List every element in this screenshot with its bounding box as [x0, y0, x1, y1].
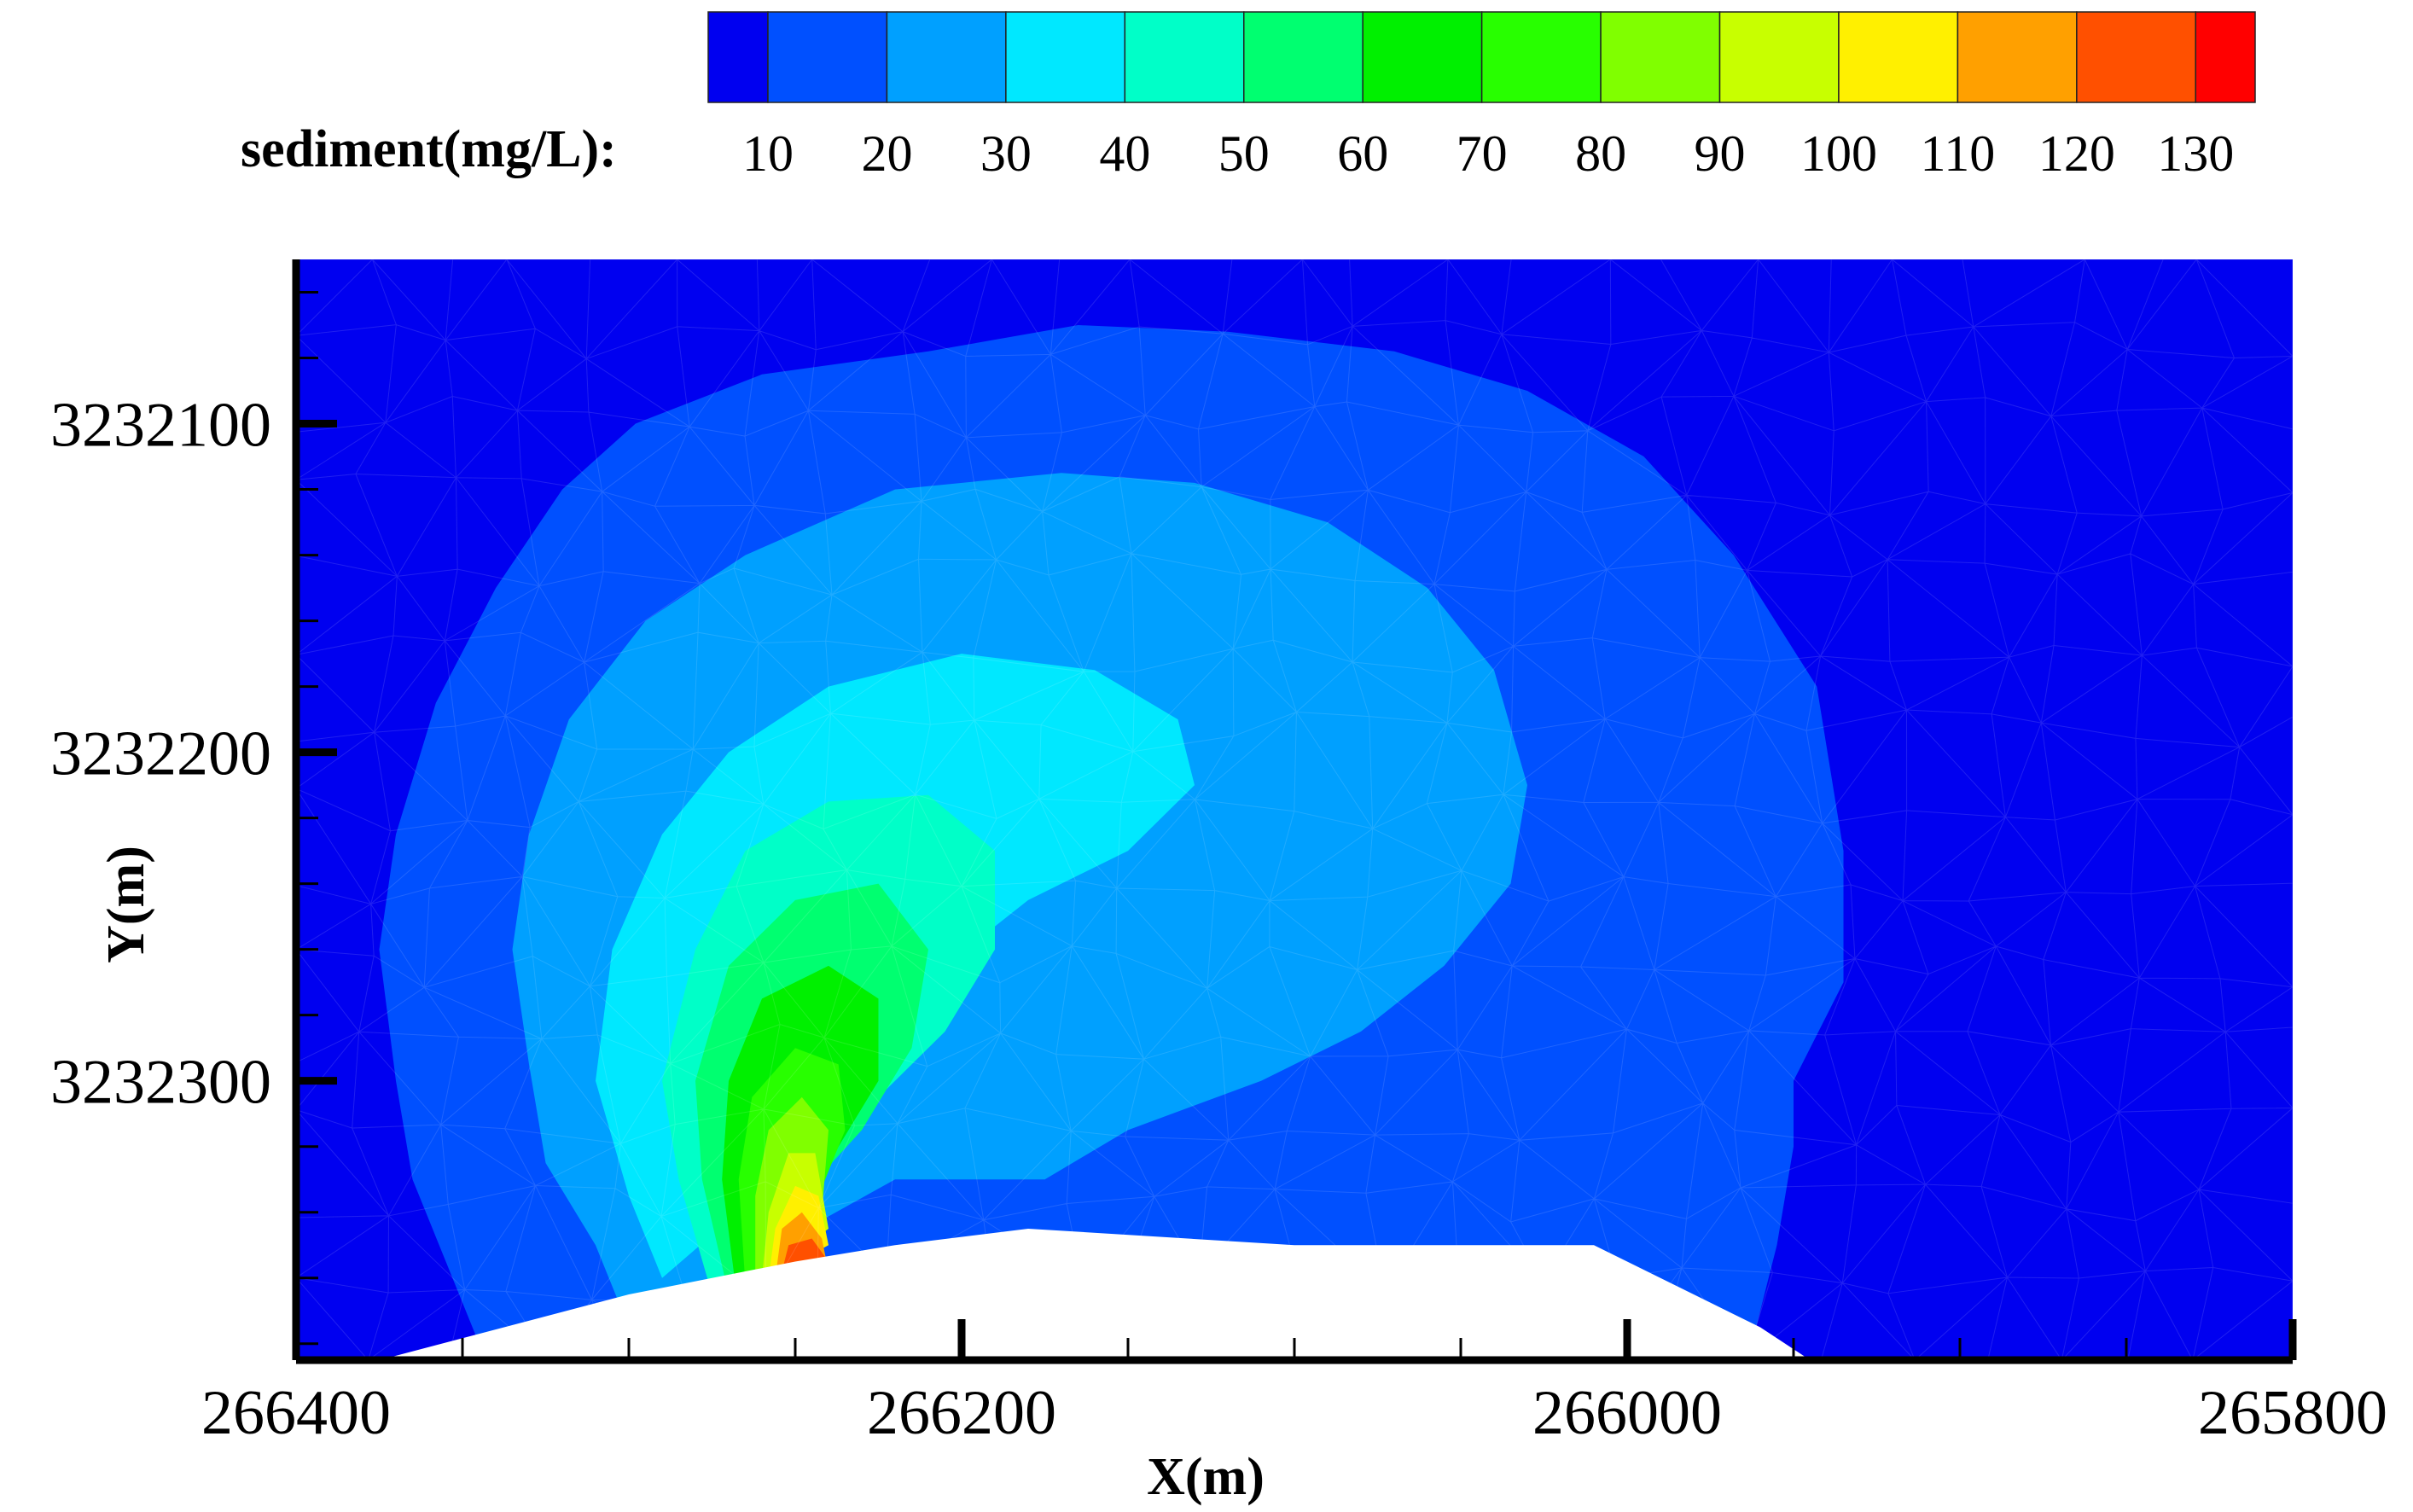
- y-tick-label: 3232300: [50, 1048, 271, 1118]
- mesh-grid: [296, 259, 2293, 1360]
- colorbar-tick-label: 60: [1337, 125, 1388, 182]
- land-mask: [379, 1229, 1811, 1360]
- colorbar-tick-label: 120: [2038, 125, 2115, 182]
- colorbar-tick-label: 80: [1575, 125, 1626, 182]
- x-tick-label: 266400: [201, 1378, 391, 1448]
- colorbar-swatch: [1005, 11, 1126, 103]
- y-tick-label: 3232200: [50, 719, 271, 789]
- colorbar-tick-label: 30: [980, 125, 1032, 182]
- colorbar-tick-label: 50: [1218, 125, 1270, 182]
- colorbar-tick-label: 10: [742, 125, 794, 182]
- tick-labels: 266400 266200 266000 265800 3232100 3232200 32…: [50, 391, 2387, 1448]
- colorbar-swatch: [1718, 11, 1840, 103]
- x-axis-label: X(m): [1147, 1448, 1265, 1506]
- x-tick-label: 266200: [867, 1378, 1056, 1448]
- colorbar-tick-label: 40: [1099, 125, 1150, 182]
- x-tick-label: 265800: [2198, 1378, 2387, 1448]
- colorbar-tick-label: 130: [2157, 125, 2234, 182]
- colorbar-swatch: [2076, 11, 2197, 103]
- colorbar-tick-label: 20: [861, 125, 912, 182]
- colorbar-tick-labels: 10 20 30 40 50 60 70 80 90 100 110 120 130: [742, 125, 2234, 182]
- colorbar-swatch: [1600, 11, 1721, 103]
- colorbar-swatch: [1480, 11, 1602, 103]
- colorbar-swatch: [707, 11, 769, 103]
- colorbar: [707, 11, 2256, 103]
- colorbar-swatch: [1838, 11, 1959, 103]
- colorbar-swatch: [767, 11, 888, 103]
- colorbar-swatch: [886, 11, 1007, 103]
- axes: [292, 259, 2297, 1364]
- colorbar-tick-label: 100: [1800, 125, 1877, 182]
- y-tick-label: 3232100: [50, 391, 271, 461]
- colorbar-swatch: [1957, 11, 2078, 103]
- colorbar-swatch: [1362, 11, 1483, 103]
- colorbar-label: sediment(mg/L):: [241, 120, 617, 178]
- plot-area: [296, 259, 2293, 1360]
- colorbar-swatch: [1243, 11, 1363, 103]
- colorbar-swatch: [1124, 11, 1245, 103]
- y-axis-label: Y(m): [97, 846, 155, 963]
- colorbar-swatch: [2195, 11, 2256, 103]
- colorbar-tick-label: 70: [1457, 125, 1508, 182]
- colorbar-tick-label: 90: [1695, 125, 1746, 182]
- colorbar-tick-label: 110: [1921, 125, 1996, 182]
- x-tick-label: 266000: [1532, 1378, 1722, 1448]
